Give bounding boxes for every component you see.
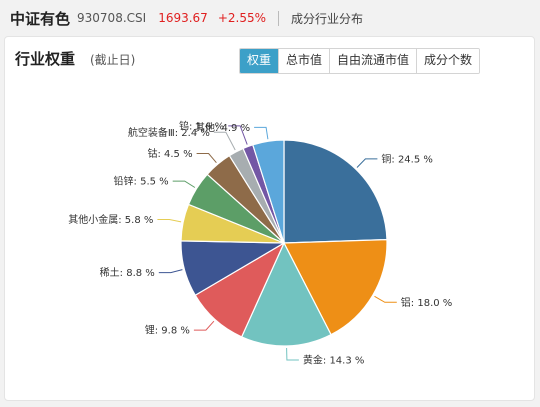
- pie-label-4: 稀土: 8.8 %: [100, 266, 155, 279]
- pie-label-5: 其他小金属: 5.8 %: [68, 213, 153, 226]
- tab-constituent-count[interactable]: 成分个数: [416, 49, 480, 73]
- tab-weight[interactable]: 权重: [240, 49, 279, 73]
- pie-label-9: 钨: 1.6 %: [179, 119, 224, 132]
- pie-slice-2[interactable]: [240, 241, 332, 347]
- pie-leader-line-9: [228, 125, 248, 145]
- index-header: 中证有色 930708.CSI 1693.67 +2.55% 成分行业分布: [0, 0, 540, 36]
- pie-slice-1[interactable]: [283, 238, 388, 336]
- pie-slice-0[interactable]: [283, 139, 388, 244]
- tab-free-float-market-cap[interactable]: 自由流通市值: [329, 49, 417, 73]
- industry-pie-chart: 铜: 24.5 % 铝: 18.0 % 黄金: 14.3 % 锂: 9.8 % 稀土: …: [68, 119, 453, 367]
- pie-label-2: 黄金: 14.3 %: [303, 354, 365, 367]
- card-title: 行业权重: [15, 50, 76, 68]
- pie-label-1: 铝: 18.0 %: [401, 297, 453, 309]
- pie-leader-line-3: [193, 320, 215, 331]
- pie-label-0: 铜: 24.5 %: [381, 153, 433, 165]
- pie-leader-line-7: [196, 153, 217, 164]
- pie-leader-line-5: [157, 219, 182, 223]
- card-header: 行业权重 (截止日) 权重 总市值 自由流通市值 成分个数: [5, 37, 534, 77]
- tab-total-market-cap[interactable]: 总市值: [278, 49, 330, 73]
- pie-label-7: 钴: 4.5 %: [147, 148, 192, 160]
- metric-tabs: 权重 总市值 自由流通市值 成分个数: [239, 48, 481, 74]
- pie-leader-line-6: [172, 180, 196, 188]
- pie-leader-line-1: [374, 295, 397, 303]
- pie-leader-line-2: [286, 347, 299, 361]
- card-subtitle: (截止日): [90, 53, 136, 67]
- pie-label-3: 锂: 9.8 %: [145, 325, 190, 337]
- pie-label-6: 铅锌: 5.5 %: [114, 175, 169, 188]
- index-name: 中证有色: [10, 9, 71, 28]
- header-divider: [278, 10, 279, 26]
- pie-leader-line-8: [213, 131, 236, 151]
- pie-slice-10[interactable]: [252, 139, 285, 244]
- index-change: +2.55%: [217, 11, 266, 25]
- index-price: 1693.67: [158, 11, 208, 25]
- index-code: 930708.CSI: [77, 11, 147, 25]
- pie-label-10: 其他: 4.9 %: [195, 121, 250, 134]
- pie-leader-line-0: [356, 158, 378, 168]
- pie-label-8: 航空装备Ⅲ: 2.4 %: [128, 126, 210, 139]
- section-title: 成分行业分布: [291, 11, 364, 26]
- pie-leader-line-10: [254, 126, 269, 140]
- pie-leader-line-4: [158, 269, 183, 274]
- industry-weight-card: 行业权重 (截止日) 权重 总市值 自由流通市值 成分个数 铜: 24.5 % 铝…: [4, 36, 535, 401]
